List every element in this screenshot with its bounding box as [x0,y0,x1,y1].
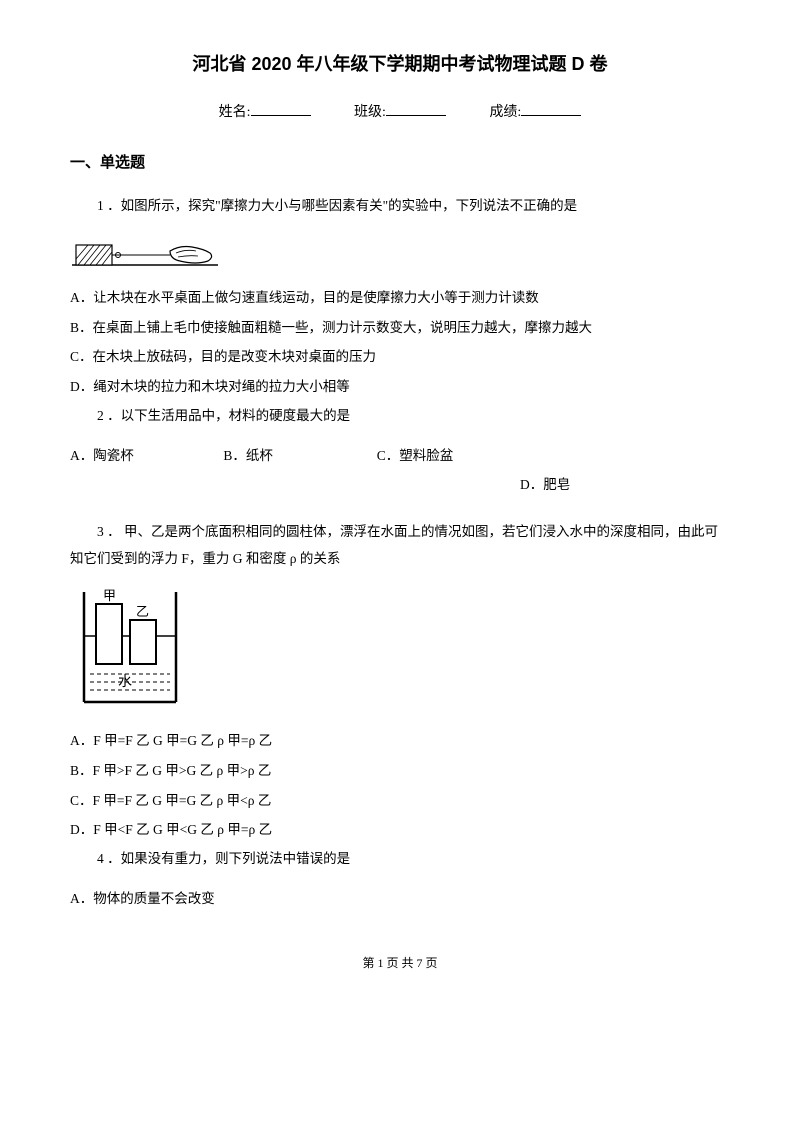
name-label: 姓名: [219,105,251,120]
q3-option-a: A．F 甲=F 乙 G 甲=G 乙 ρ 甲=ρ 乙 [70,726,730,756]
q3-option-c: C．F 甲=F 乙 G 甲=G 乙 ρ 甲<ρ 乙 [70,786,730,816]
section-1-header: 一、单选题 [70,151,730,172]
q3-stem: 3 ． 甲、乙是两个底面积相同的圆柱体，漂浮在水面上的情况如图，若它们浸入水中的… [70,518,730,572]
q4-option-a: A．物体的质量不会改变 [70,884,730,914]
q1-option-a: A．让木块在水平桌面上做匀速直线运动，目的是使摩擦力大小等于测力计读数 [70,283,730,313]
q1-option-d: D．绳对木块的拉力和木块对绳的拉力大小相等 [70,372,730,402]
q2-option-a: A．陶瓷杯 [70,441,220,471]
q1-stem: 1 ．如图所示，探究"摩擦力大小与哪些因素有关"的实验中，下列说法不正确的是 [70,192,730,219]
score-label: 成绩: [489,105,521,120]
q3-option-b: B．F 甲>F 乙 G 甲>G 乙 ρ 甲>ρ 乙 [70,756,730,786]
q3-figure: 甲 乙 水 [70,584,730,714]
page-footer: 第 1 页 共 7 页 [70,954,730,971]
q2-option-d: D．肥皂 [70,470,730,500]
fig3-label-yi: 乙 [136,604,149,619]
q1-option-b: B．在桌面上铺上毛巾使接触面粗糙一些，测力计示数变大，说明压力越大，摩擦力越大 [70,313,730,343]
q1-option-c: C．在木块上放砝码，目的是改变木块对桌面的压力 [70,342,730,372]
name-blank[interactable] [251,115,311,116]
q2-stem: 2 ．以下生活用品中，材料的硬度最大的是 [70,402,730,429]
q2-options-row1: A．陶瓷杯 B．纸杯 C．塑料脸盆 [70,441,730,471]
q3-option-d: D．F 甲<F 乙 G 甲<G 乙 ρ 甲=ρ 乙 [70,815,730,845]
class-blank[interactable] [386,115,446,116]
exam-title: 河北省 2020 年八年级下学期期中考试物理试题 D 卷 [70,50,730,76]
student-info-line: 姓名: 班级: 成绩: [70,101,730,121]
fig3-label-water: 水 [118,674,132,690]
q1-figure [70,231,730,271]
q2-option-c: C．塑料脸盆 [377,441,527,471]
fig3-label-jia: 甲 [103,588,116,603]
class-label: 班级: [354,105,386,120]
q2-option-b: B．纸杯 [223,441,373,471]
q4-stem: 4 ．如果没有重力，则下列说法中错误的是 [70,845,730,872]
score-blank[interactable] [521,115,581,116]
